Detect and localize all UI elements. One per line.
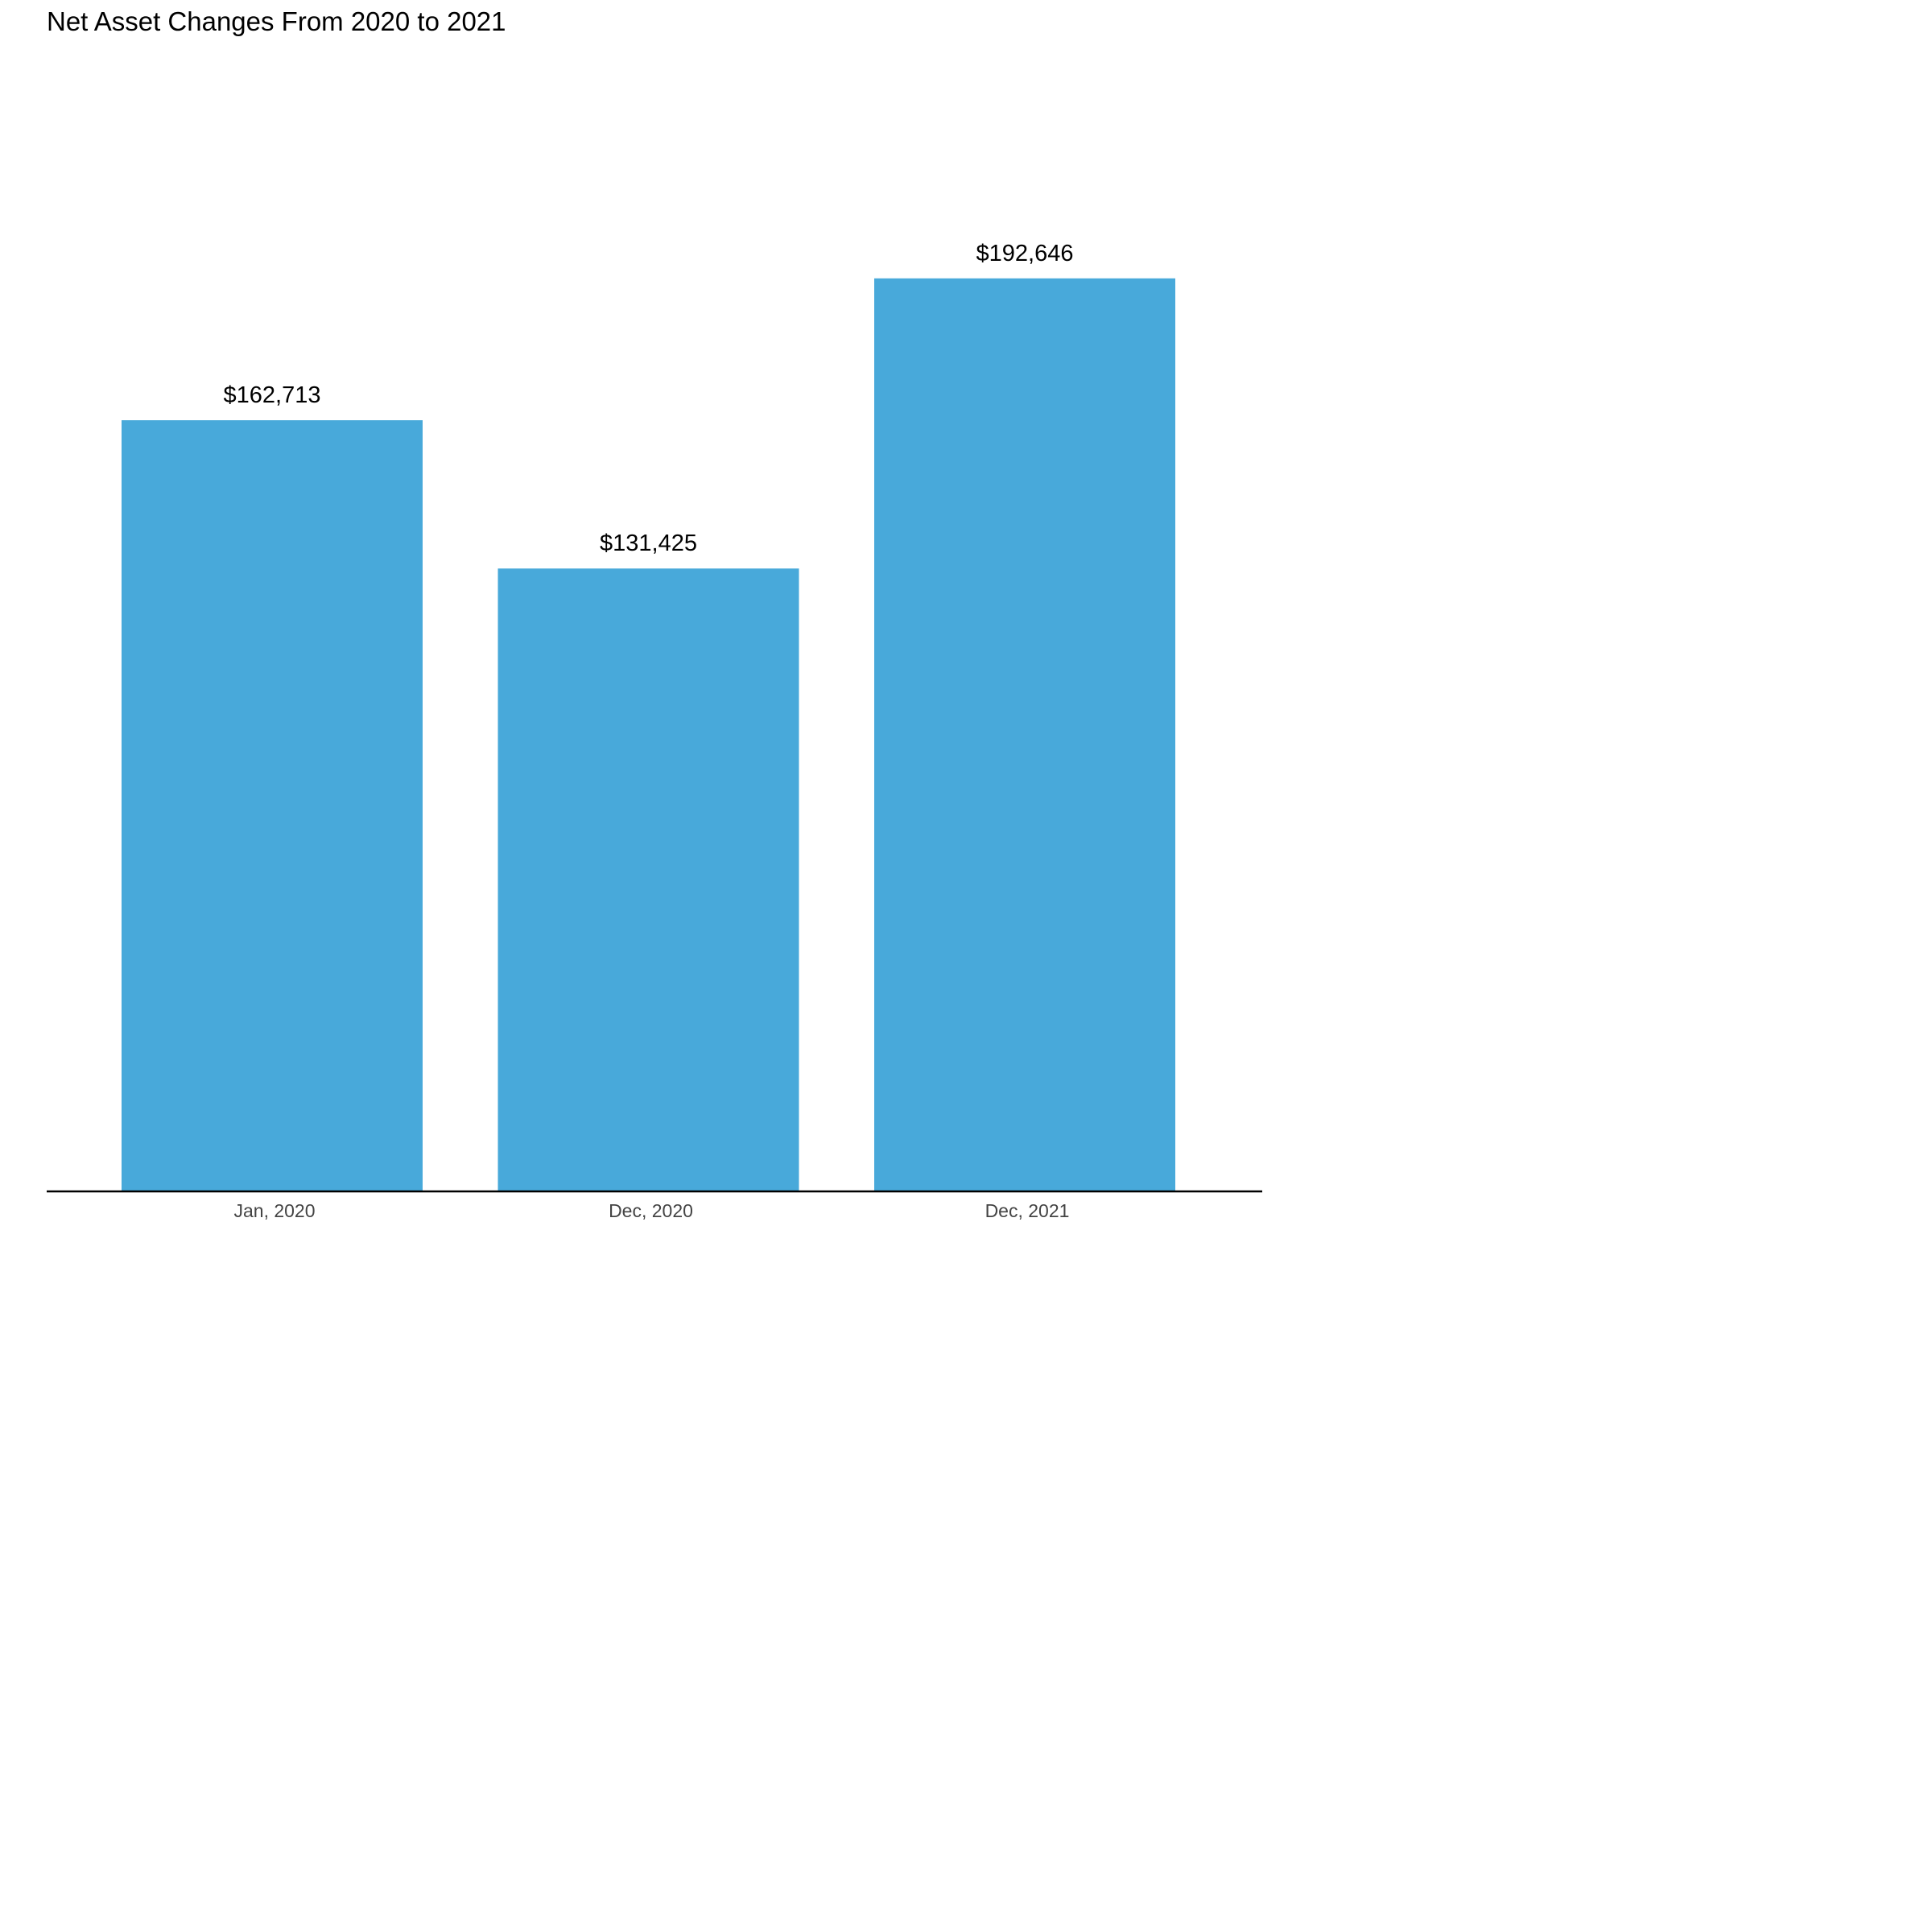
bar-2 (497, 568, 799, 1191)
x-tick-label-2: Dec, 2020 (609, 1200, 693, 1221)
bar-value-label-1: $162,713 (224, 382, 321, 408)
x-tick-labels: Jan, 2020 Dec, 2020 Dec, 2021 (233, 1200, 1069, 1221)
value-labels-layer: $162,713 $131,425 $192,646 (224, 241, 1074, 556)
bar-value-label-2: $131,425 (600, 530, 697, 556)
x-tick-label-3: Dec, 2021 (985, 1200, 1070, 1221)
bar-3 (874, 278, 1175, 1192)
bar-chart: $162,713 $131,425 $192,646 Jan, 2020 Dec, 2… (47, 241, 1262, 1221)
bar-1 (122, 420, 423, 1191)
chart-title: Net Asset Changes From 2020 to 2021 (47, 6, 506, 36)
bars-layer (122, 278, 1175, 1192)
x-tick-label-1: Jan, 2020 (233, 1200, 315, 1221)
bar-value-label-3: $192,646 (976, 241, 1074, 266)
